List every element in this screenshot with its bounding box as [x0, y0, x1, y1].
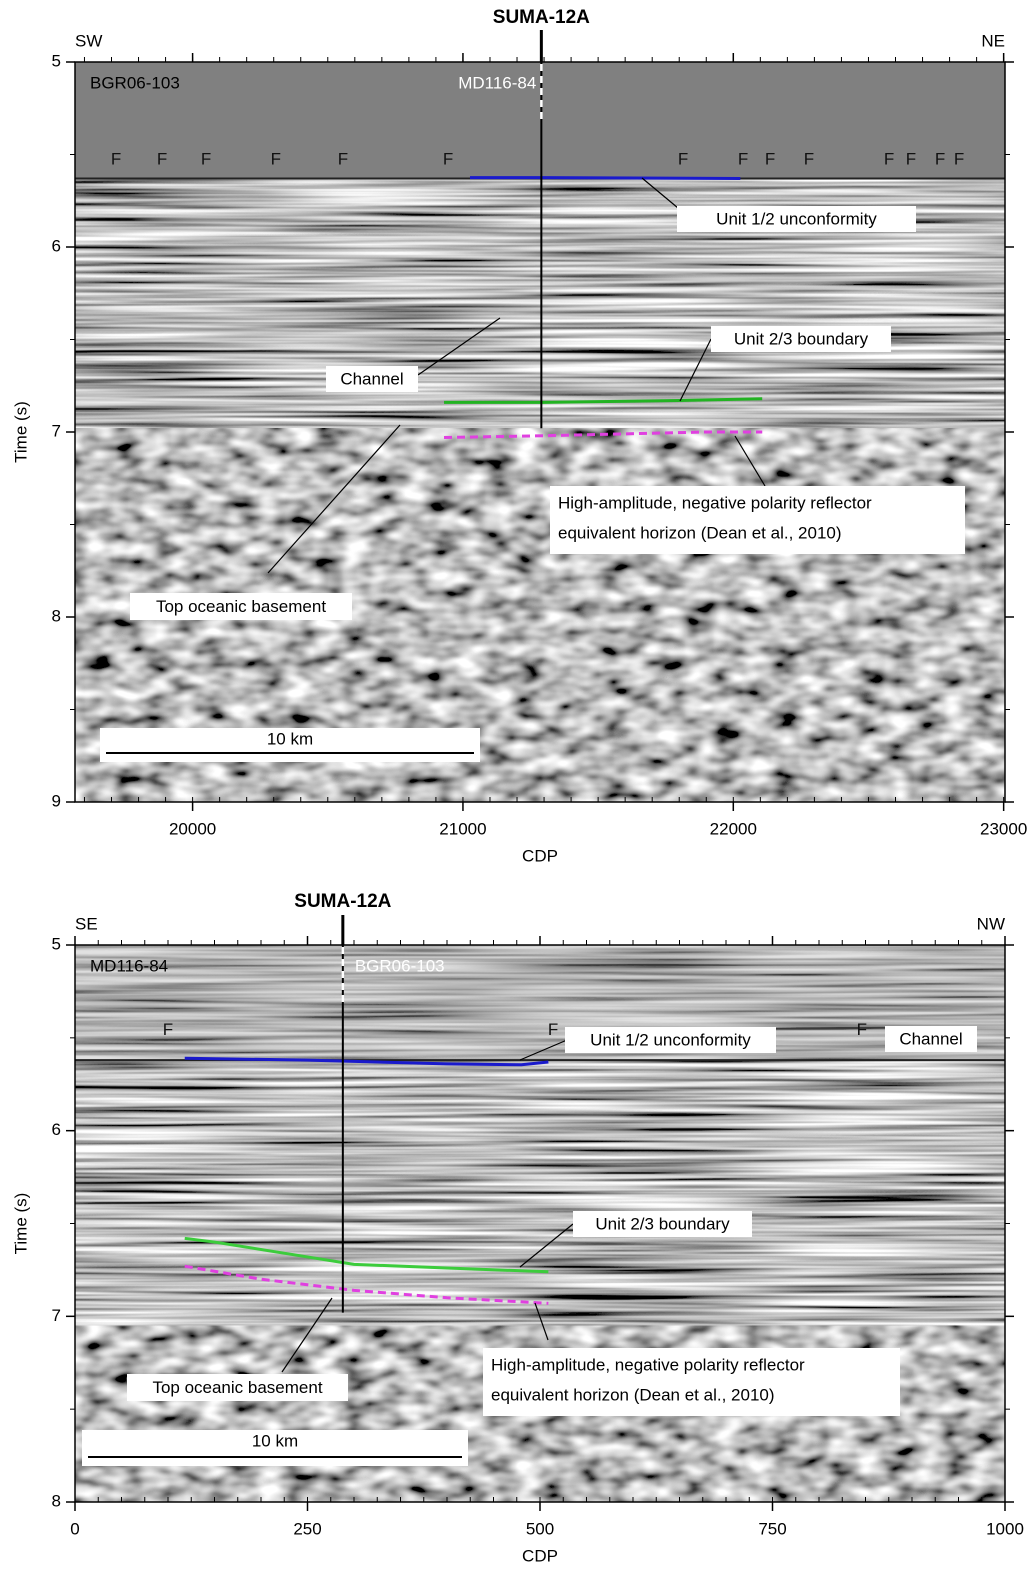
water-column [75, 62, 1005, 179]
x-tick-label: 1000 [986, 1519, 1024, 1538]
x-tick-label: 22000 [710, 819, 757, 838]
line-name: MD116-84 [90, 956, 168, 975]
annotation: Top oceanic basement [152, 1378, 322, 1397]
x-tick-label: 20000 [169, 819, 216, 838]
y-tick-label: 6 [52, 236, 61, 255]
fault-label: F [163, 1020, 173, 1039]
fault-label: F [678, 150, 688, 169]
horizon [470, 178, 740, 179]
fault-label: F [765, 150, 775, 169]
x-tick-label: 750 [758, 1519, 786, 1538]
fault-label: F [804, 150, 814, 169]
x-axis-title: CDP [522, 846, 558, 865]
y-tick-label: 6 [52, 1120, 61, 1139]
horizon-label: Unit 1/2 unconformity [590, 1030, 751, 1049]
figure: SUMA-12ABGR06-103MD116-84FFFFFFFFFFFFFFU… [0, 0, 1034, 1575]
y-tick-label: 8 [52, 1491, 61, 1510]
crossing-line-name: MD116-84 [458, 73, 536, 92]
annotation: Top oceanic basement [156, 597, 326, 616]
crossing-line-name: BGR06-103 [355, 956, 445, 975]
direction-left: SE [75, 914, 98, 933]
horizon-label: equivalent horizon (Dean et al., 2010) [491, 1385, 775, 1404]
fault-label: F [935, 150, 945, 169]
line-name: BGR06-103 [90, 73, 180, 92]
well-name: SUMA-12A [493, 7, 590, 28]
direction-left: SW [75, 31, 102, 50]
direction-right: NE [981, 31, 1005, 50]
x-tick-label: 21000 [439, 819, 486, 838]
fault-label: F [857, 1020, 867, 1039]
fault-label: F [954, 150, 964, 169]
y-tick-label: 7 [52, 1306, 61, 1325]
y-tick-label: 8 [52, 606, 61, 625]
y-tick-label: 5 [52, 934, 61, 953]
fault-label: F [157, 150, 167, 169]
y-tick-label: 5 [52, 51, 61, 70]
annotation: Channel [340, 369, 403, 388]
fault-label: F [738, 150, 748, 169]
horizon-label: equivalent horizon (Dean et al., 2010) [558, 523, 842, 542]
horizon-label: High-amplitude, negative polarity reflec… [491, 1355, 805, 1374]
x-axis-title: CDP [522, 1546, 558, 1565]
fault-label: F [111, 150, 121, 169]
horizon-label: Unit 1/2 unconformity [716, 209, 877, 228]
water-column [75, 945, 1005, 1060]
horizon-label: Unit 2/3 boundary [595, 1214, 730, 1233]
y-tick-label: 7 [52, 421, 61, 440]
fault-label: F [201, 150, 211, 169]
fault-label: F [884, 150, 894, 169]
fault-label: F [906, 150, 916, 169]
fault-label: F [443, 150, 453, 169]
y-tick-label: 9 [52, 791, 61, 810]
scale-bar-label: 10 km [252, 1431, 298, 1450]
x-tick-label: 250 [293, 1519, 321, 1538]
fault-label: F [548, 1020, 558, 1039]
horizon-label: High-amplitude, negative polarity reflec… [558, 493, 872, 512]
x-tick-label: 23000 [980, 819, 1027, 838]
fault-label: F [338, 150, 348, 169]
x-tick-label: 500 [526, 1519, 554, 1538]
y-axis-title: Time (s) [11, 1193, 30, 1255]
well-name: SUMA-12A [294, 891, 391, 912]
fault-label: F [271, 150, 281, 169]
x-tick-label: 0 [70, 1519, 79, 1538]
horizon-label: Unit 2/3 boundary [734, 329, 869, 348]
scale-bar-label: 10 km [267, 729, 313, 748]
seismic-section [75, 62, 1005, 802]
y-axis-title: Time (s) [11, 401, 30, 463]
direction-right: NW [977, 914, 1005, 933]
annotation: Channel [899, 1029, 962, 1048]
